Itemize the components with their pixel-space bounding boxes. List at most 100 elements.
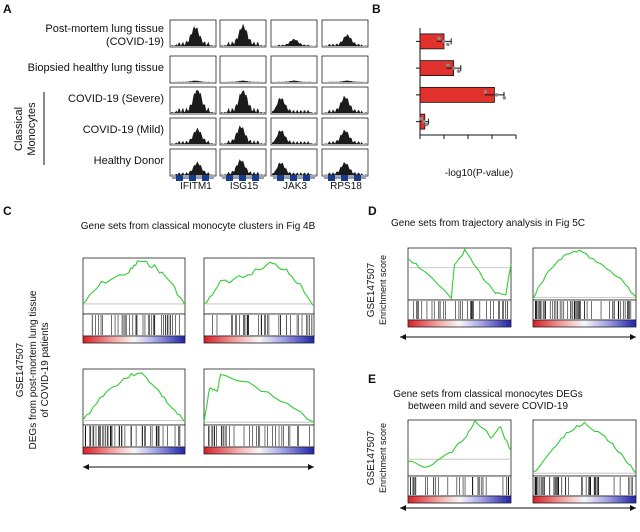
rank-gradient-bar — [203, 446, 315, 455]
panel-c-side-patients: of COVID-19 patients — [40, 322, 51, 417]
arrow-left-icon — [400, 505, 406, 511]
rank-gradient-bar — [407, 319, 512, 328]
coverage-peak — [171, 161, 215, 175]
coverage-track-box — [321, 55, 369, 84]
gene-exon — [328, 175, 335, 181]
gene-label-isg15: ISG15 — [230, 181, 259, 192]
arrow-right-icon — [308, 464, 314, 470]
hit-barcode-frame — [407, 299, 512, 321]
panel-e-title-1: Gene sets from classical monocytes DEGs — [393, 389, 583, 400]
gene-label-jak3: JAK3 — [283, 181, 307, 192]
panel-b-label: B — [372, 2, 381, 16]
gsea-plot-cluster-3-n-200- — [407, 247, 512, 328]
running-es-curve — [203, 261, 315, 307]
data-point — [446, 42, 450, 47]
running-es-curve — [407, 248, 512, 300]
coverage-peak — [272, 130, 316, 144]
gsea-plot-mild-severe-n-200- — [532, 419, 637, 504]
side-label-classical: Classical — [13, 107, 25, 151]
coverage-track-box — [219, 55, 267, 84]
panel-d-title: Gene sets from trajectory analysis in Fi… — [391, 218, 585, 229]
rank-gradient-bar — [532, 495, 637, 504]
es-plot-frame — [203, 368, 315, 426]
arrow-left-icon — [83, 464, 89, 470]
es-plot-frame — [407, 419, 512, 477]
arrow-right-icon — [630, 505, 636, 511]
coverage-peak — [221, 125, 265, 144]
hit-barcode-frame — [203, 313, 315, 337]
data-point — [442, 39, 446, 44]
data-point — [456, 69, 461, 73]
data-point — [502, 96, 507, 100]
gene-exon — [189, 175, 196, 181]
coverage-peak — [221, 23, 265, 46]
coverage-peak — [272, 98, 316, 113]
running-es-curve — [408, 419, 512, 468]
row-label-mild: COVID-19 (Mild) — [83, 124, 164, 136]
row-label-healthy-donor: Healthy Donor — [94, 155, 165, 167]
panel-e-title-2: between mild and severe COVID-19 — [408, 401, 569, 412]
running-es-curve — [82, 372, 186, 423]
gene-exon — [176, 175, 183, 181]
gene-exon — [354, 175, 361, 181]
coverage-peak — [221, 90, 265, 113]
panel-e-side-es: Enrichment score — [378, 423, 388, 493]
coverage-peak — [171, 26, 215, 46]
running-es-curve — [82, 260, 186, 306]
gsea-plot-c5 — [203, 368, 315, 455]
panel-c-side-degs: DEGs from post-mortem lung tissue — [28, 290, 39, 449]
coverage-peak — [323, 95, 367, 113]
gene-label-ifitm1: IFITM1 — [180, 181, 212, 192]
gene-exon — [239, 175, 246, 181]
gene-exon — [341, 175, 348, 181]
data-point — [483, 90, 488, 94]
running-es-curve — [203, 373, 315, 423]
gene-exon — [303, 175, 310, 181]
panel-d-side-dataset: GSE147507 — [366, 262, 377, 317]
coverage-track-box — [270, 55, 318, 84]
row-label-biopsied: Biopsied healthy lung tissue — [28, 62, 164, 74]
gene-label-rps18: RPS18 — [330, 181, 362, 192]
gsea-plot-cluster-1-n-200- — [532, 247, 637, 328]
bar-chart-xlabel: -log10(P-value) — [445, 168, 513, 179]
coverage-peak — [221, 80, 265, 82]
coverage-peak — [171, 127, 215, 144]
rank-gradient-bar — [532, 319, 637, 328]
panel-a-label: A — [3, 2, 12, 16]
row-label-postmortem-1: Post-mortem lung tissue — [45, 23, 164, 35]
coverage-peak — [272, 80, 316, 82]
panel-c-label: C — [3, 204, 12, 218]
gene-exon — [277, 175, 284, 181]
es-plot-frame — [407, 247, 512, 301]
coverage-peak — [272, 38, 316, 46]
es-plot-frame — [82, 368, 186, 426]
panel-d-side-es: Enrichment score — [378, 255, 388, 325]
bar-chart — [416, 28, 517, 139]
gene-exon — [290, 175, 297, 181]
rank-gradient-bar — [407, 495, 512, 504]
es-plot-frame — [532, 419, 637, 477]
data-point — [446, 63, 450, 67]
row-label-severe: COVID-19 (Severe) — [68, 93, 164, 105]
arrow-right-icon — [630, 334, 636, 340]
coverage-peak — [323, 161, 367, 175]
running-es-curve — [532, 421, 637, 474]
data-point — [452, 66, 456, 70]
gene-exon — [202, 175, 209, 181]
side-label-monocytes: Monocytes — [26, 102, 38, 156]
gene-exon — [252, 175, 259, 181]
rank-gradient-bar — [203, 335, 315, 344]
panel-d-label: D — [368, 204, 377, 218]
data-point — [437, 36, 441, 41]
panel-c-title: Gene sets from classical monocyte cluste… — [81, 221, 316, 232]
coverage-peak — [171, 80, 215, 82]
row-label-postmortem-2: (COVID-19) — [106, 36, 164, 48]
running-es-curve — [532, 249, 637, 299]
panel-c-side-dataset: GSE147507 — [15, 342, 26, 397]
coverage-peak — [171, 90, 215, 113]
coverage-track-box — [169, 55, 217, 84]
rank-gradient-bar — [82, 446, 186, 455]
coverage-tracks — [169, 19, 369, 181]
gsea-plot-c2 — [82, 257, 186, 344]
